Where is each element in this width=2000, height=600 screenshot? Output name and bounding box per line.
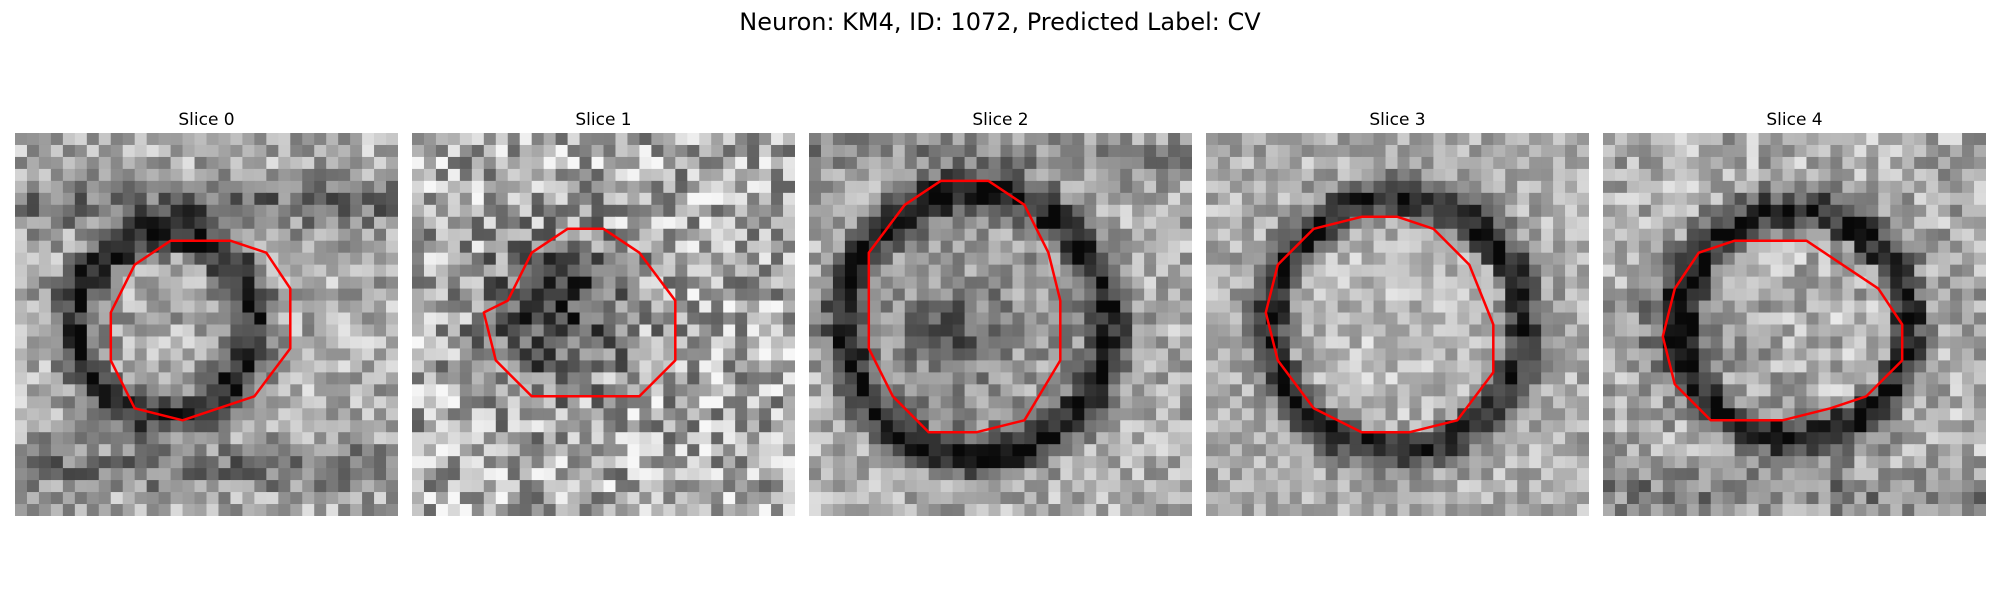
panel-title: Slice 4 [1766,110,1823,130]
panel-title: Slice 1 [575,110,632,130]
cell-contour [482,227,677,398]
cell-contour [1661,239,1904,422]
cell-contour [109,239,292,422]
slice-image-0 [15,133,398,516]
figure-title: Neuron: KM4, ID: 1072, Predicted Label: … [739,8,1261,36]
slice-image-1 [412,133,795,516]
cell-contour [867,179,1062,434]
panel-title: Slice 3 [1369,110,1426,130]
slice-image-4 [1603,133,1986,516]
slice-image-2 [809,133,1192,516]
slice-image-3 [1206,133,1589,516]
cell-contour [1264,215,1495,434]
panel-title: Slice 2 [972,110,1029,130]
panel-title: Slice 0 [178,110,235,130]
